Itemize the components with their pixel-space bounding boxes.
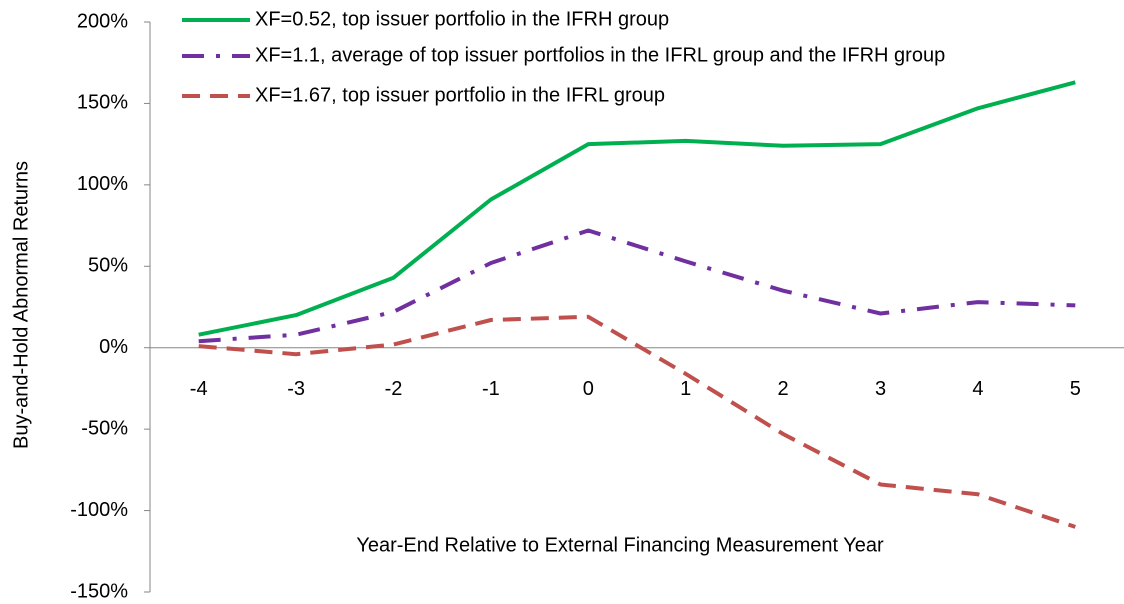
legend-label: XF=0.52, top issuer portfolio in the IFR… (255, 8, 669, 30)
series-line (198, 80, 1076, 337)
y-tick-label: 100% (77, 173, 128, 195)
x-tick-label: -4 (190, 378, 208, 400)
y-tick-label: 150% (77, 92, 128, 114)
x-tick-label: 2 (778, 378, 789, 400)
x-tick-label: -1 (482, 378, 500, 400)
x-tick-label: -2 (385, 378, 403, 400)
x-axis-title: Year-End Relative to External Financing … (356, 534, 884, 556)
y-tick-label: -100% (70, 499, 128, 521)
legend-label: XF=1.67, top issuer portfolio in the IFR… (255, 84, 665, 106)
y-axis-title: Buy-and-Hold Abnormal Returns (10, 161, 32, 449)
y-tick-label: -50% (81, 417, 128, 439)
y-tick-label: 200% (77, 10, 128, 32)
legend-label: XF=1.1, average of top issuer portfolios… (255, 44, 945, 66)
x-tick-label: -3 (287, 378, 305, 400)
series-line (198, 314, 1076, 529)
x-tick-label: 0 (583, 378, 594, 400)
y-tick-label: 0% (99, 336, 128, 358)
x-tick-label: 4 (972, 378, 983, 400)
series-line (198, 228, 1076, 344)
x-tick-label: 3 (875, 378, 886, 400)
x-tick-label: 5 (1070, 378, 1081, 400)
y-tick-label: 50% (88, 255, 128, 277)
x-tick-label: 1 (680, 378, 691, 400)
y-tick-label: -150% (70, 580, 128, 602)
